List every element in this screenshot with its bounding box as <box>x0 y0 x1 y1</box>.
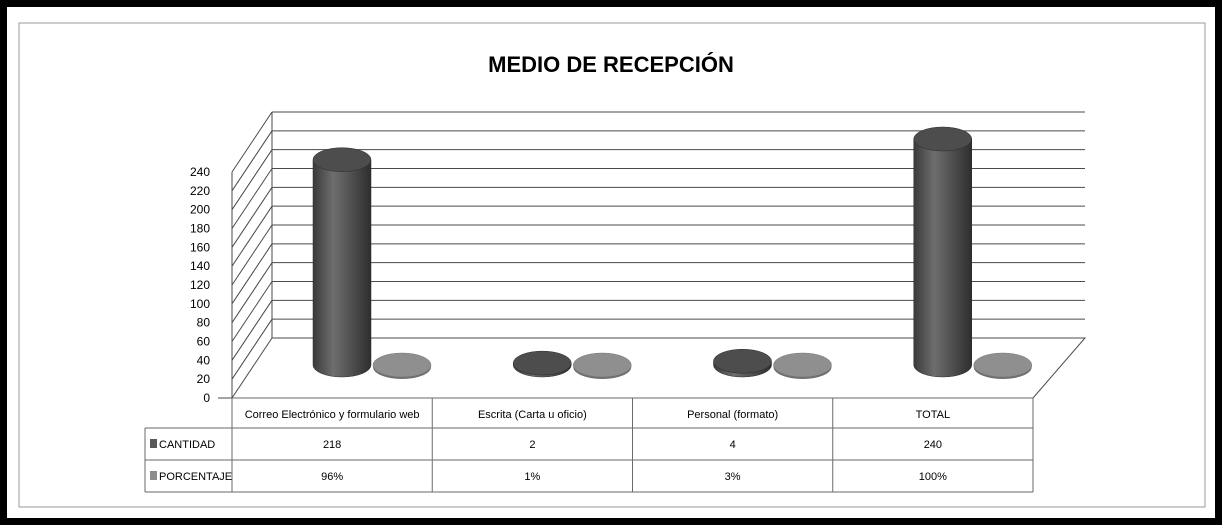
bar-cantidad <box>513 350 572 378</box>
y-tick-label: 220 <box>190 184 210 198</box>
bar-porcentaje <box>773 352 832 379</box>
bar-porcentaje <box>573 352 632 379</box>
y-tick-label: 40 <box>197 353 211 367</box>
side-gridline <box>231 149 273 210</box>
plot-area-border <box>18 22 1206 508</box>
y-tick-label: 80 <box>197 316 211 330</box>
y-tick-label: 200 <box>190 203 210 217</box>
side-gridline <box>231 187 273 248</box>
legend-key <box>150 439 157 448</box>
y-tick-label: 160 <box>190 240 210 254</box>
side-gridline <box>231 243 273 305</box>
bar-top <box>713 348 772 374</box>
bar-cantidad <box>312 147 372 378</box>
y-tick-label: 140 <box>190 259 210 273</box>
bar-body <box>312 159 372 378</box>
y-tick-label: 0 <box>203 391 210 405</box>
side-gridline <box>231 111 273 173</box>
y-tick-label: 240 <box>190 165 210 179</box>
side-gridline <box>231 205 273 267</box>
data-cell: 96% <box>321 471 343 483</box>
y-tick-label: 100 <box>190 297 210 311</box>
bar-top <box>973 352 1032 378</box>
side-gridline <box>231 318 273 380</box>
category-label: Personal (formato) <box>687 409 778 421</box>
bar-top <box>573 352 632 378</box>
side-gridline <box>231 224 273 286</box>
y-tick-label: 120 <box>190 278 210 292</box>
side-gridline <box>231 130 273 192</box>
data-cell: 3% <box>725 471 741 483</box>
bar-top <box>913 126 972 152</box>
side-gridline <box>231 281 273 342</box>
data-cell: 100% <box>919 471 947 483</box>
series-name: CANTIDAD <box>159 439 215 451</box>
bar-porcentaje <box>372 352 432 379</box>
y-axis: 0 20 40 60 80 100 120 140 160 180 200 220 240 <box>190 165 210 405</box>
chart-title: MEDIO DE RECEPCIÓN <box>488 52 734 77</box>
y-tick-label: 60 <box>197 335 211 349</box>
data-cell: 218 <box>323 439 341 451</box>
y-tick-label: 20 <box>197 372 211 386</box>
side-gridline <box>231 168 273 229</box>
legend-key <box>150 471 157 480</box>
side-gridline <box>231 300 273 361</box>
floor-outline <box>231 337 1087 399</box>
data-cell: 2 <box>529 439 535 451</box>
bar-body <box>913 138 972 378</box>
data-cell: 4 <box>730 439 736 451</box>
data-cell: 240 <box>924 439 942 451</box>
side-gridline <box>231 262 273 323</box>
y-tick-label: 180 <box>190 222 210 236</box>
category-label: Correo Electrónico y formulario web <box>245 409 420 421</box>
bar-cantidad <box>913 126 972 378</box>
bar-cantidad <box>713 348 772 378</box>
category-label: TOTAL <box>916 409 950 421</box>
data-table: Correo Electrónico y formulario web Escri… <box>144 397 1034 493</box>
category-label: Escrita (Carta u oficio) <box>478 409 587 421</box>
bar-top <box>372 352 432 378</box>
bar-top <box>773 352 832 378</box>
bars <box>312 126 1032 379</box>
bar-top <box>312 147 372 172</box>
bar-porcentaje <box>973 352 1032 379</box>
bar-top <box>513 350 572 376</box>
series-name: PORCENTAJE <box>159 471 232 483</box>
data-cell: 1% <box>524 471 540 483</box>
